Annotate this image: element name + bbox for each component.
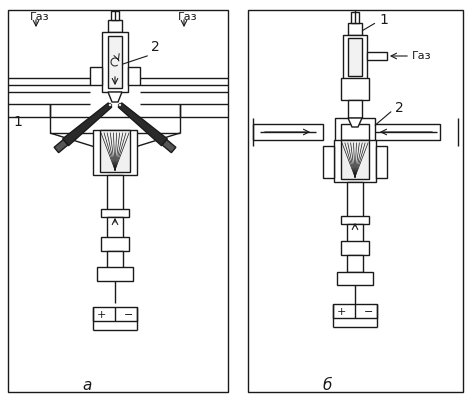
Polygon shape <box>108 92 122 102</box>
Bar <box>341 241 369 255</box>
Polygon shape <box>54 140 68 153</box>
Bar <box>335 118 375 146</box>
Text: 1: 1 <box>13 115 22 129</box>
Polygon shape <box>118 103 167 146</box>
Bar <box>90 67 102 85</box>
Polygon shape <box>118 103 122 107</box>
Bar <box>107 251 123 270</box>
Text: −: − <box>124 310 134 320</box>
Bar <box>347 182 363 220</box>
Bar <box>108 36 122 88</box>
Bar <box>107 175 123 213</box>
Bar <box>100 130 130 172</box>
Bar <box>108 20 122 32</box>
Bar <box>341 124 369 140</box>
Polygon shape <box>162 140 176 153</box>
Bar <box>101 237 129 251</box>
Bar <box>111 11 119 20</box>
Bar <box>341 216 369 224</box>
Bar <box>333 304 377 318</box>
Text: 1: 1 <box>379 13 388 27</box>
Text: 2: 2 <box>151 40 160 54</box>
Text: +: + <box>96 310 106 320</box>
Bar <box>341 140 369 179</box>
Text: Газ: Газ <box>412 51 431 61</box>
Bar <box>347 255 363 272</box>
Bar <box>128 67 140 85</box>
Bar <box>97 267 133 281</box>
Bar <box>376 146 387 178</box>
Text: Газ: Газ <box>30 12 49 22</box>
Text: 2: 2 <box>395 101 404 115</box>
Polygon shape <box>348 118 362 127</box>
Bar <box>341 78 369 100</box>
Bar <box>348 38 362 76</box>
Bar <box>347 224 363 244</box>
Bar <box>337 272 373 285</box>
Bar <box>248 10 463 392</box>
Bar <box>102 32 128 92</box>
Polygon shape <box>63 103 112 146</box>
Bar <box>348 100 362 118</box>
Bar <box>8 10 228 392</box>
Text: б: б <box>322 378 332 394</box>
Polygon shape <box>108 103 112 107</box>
Bar <box>323 146 334 178</box>
Bar <box>370 124 440 140</box>
Bar <box>93 307 137 321</box>
Bar <box>343 35 367 80</box>
Bar <box>93 130 137 175</box>
Text: Газ: Газ <box>178 12 198 22</box>
Bar <box>367 52 387 60</box>
Text: а: а <box>82 378 92 394</box>
Bar <box>351 12 359 23</box>
Bar <box>253 124 323 140</box>
Bar <box>334 140 376 182</box>
Text: +: + <box>336 307 346 317</box>
Text: −: − <box>364 307 374 317</box>
Bar <box>348 23 362 35</box>
Bar <box>101 209 129 217</box>
Bar <box>107 217 123 240</box>
